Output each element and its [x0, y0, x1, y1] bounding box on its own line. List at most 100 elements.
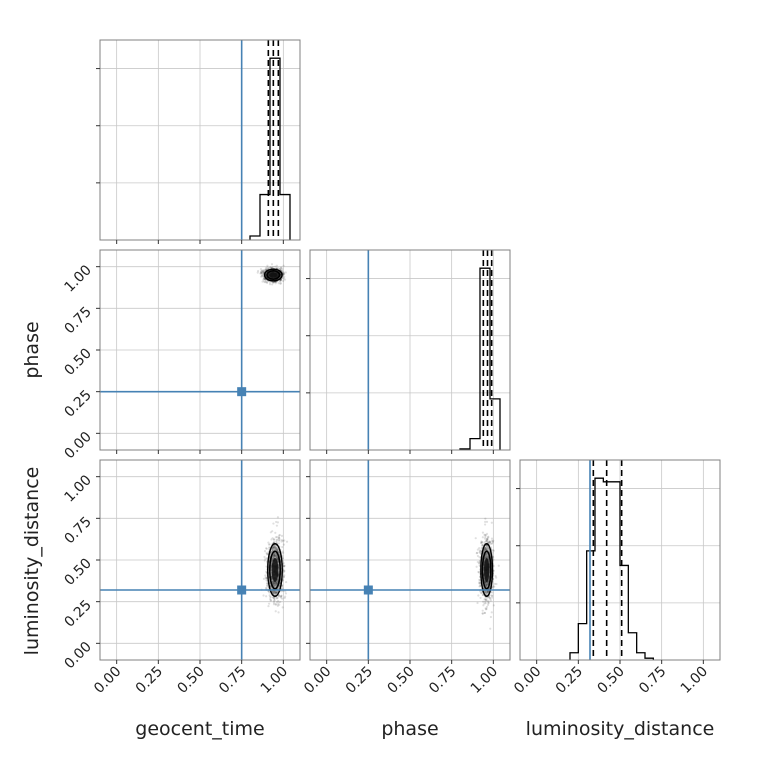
scatter-point	[284, 271, 287, 274]
scatter-point	[285, 580, 288, 584]
scatter-point	[480, 546, 483, 549]
scatter-layer	[256, 263, 500, 630]
scatter-point	[279, 600, 282, 604]
scatter-point	[278, 585, 281, 588]
scatter-point	[492, 539, 495, 542]
scatter-point	[280, 594, 283, 597]
scatter-point	[481, 612, 484, 615]
scatter-point	[283, 569, 286, 573]
scatter-point	[478, 549, 481, 552]
scatter-point	[485, 539, 489, 543]
scatter-point	[483, 546, 487, 549]
scatter-point	[476, 560, 479, 564]
scatter-point	[280, 269, 283, 272]
scatter-point	[261, 275, 265, 278]
scatter-point	[271, 582, 275, 585]
scatter-point	[486, 555, 489, 558]
scatter-point	[492, 556, 495, 559]
scatter-point	[272, 553, 275, 556]
scatter-point	[260, 271, 264, 274]
scatter-point	[272, 582, 276, 585]
scatter-point	[485, 583, 488, 586]
scatter-point	[267, 602, 271, 605]
scatter-point	[478, 551, 481, 554]
scatter-point	[273, 555, 276, 558]
scatter-point	[282, 271, 285, 274]
scatter-point	[274, 591, 277, 595]
scatter-point	[274, 546, 277, 550]
scatter-point	[274, 554, 277, 558]
scatter-point	[275, 582, 278, 585]
scatter-point	[273, 554, 276, 557]
scatter-point	[267, 273, 270, 277]
scatter-point	[272, 546, 275, 549]
scatter-point	[483, 598, 486, 601]
scatter-point	[271, 548, 274, 551]
scatter-point	[277, 536, 280, 539]
scatter-point	[274, 603, 277, 606]
scatter-point	[283, 564, 286, 567]
scatter-point	[280, 594, 283, 598]
scatter-point	[490, 611, 493, 614]
scatter-point	[271, 580, 275, 583]
scatter-point	[493, 582, 496, 586]
scatter-point	[276, 516, 280, 519]
scatter-point	[267, 273, 270, 277]
scatter-point	[276, 604, 279, 608]
scatter-point	[278, 603, 281, 606]
scatter-point	[259, 271, 262, 275]
scatter-point	[478, 581, 481, 584]
scatter-point	[276, 591, 279, 594]
scatter-point	[485, 544, 488, 547]
scatter-point	[484, 533, 487, 537]
scatter-point	[276, 590, 279, 593]
scatter-point	[481, 609, 484, 612]
scatter-point	[477, 594, 480, 597]
scatter-point	[491, 591, 494, 594]
scatter-point	[265, 595, 268, 598]
scatter-point	[484, 599, 488, 602]
scatter-point	[265, 577, 268, 580]
scatter-point	[269, 585, 273, 588]
scatter-point	[282, 565, 286, 568]
scatter-point	[279, 279, 282, 282]
scatter-point	[481, 543, 484, 547]
scatter-point	[266, 267, 269, 270]
scatter-point	[283, 539, 286, 542]
scatter-point	[264, 281, 267, 284]
scatter-point	[491, 540, 494, 543]
scatter-point	[271, 581, 275, 584]
scatter-point	[268, 543, 271, 546]
scatter-point	[485, 584, 488, 587]
scatter-point	[268, 281, 271, 284]
scatter-point	[479, 584, 482, 587]
scatter-point	[262, 594, 265, 597]
density-contour	[266, 270, 281, 280]
scatter-point	[484, 581, 487, 584]
scatter-point	[488, 541, 491, 544]
scatter-point	[277, 542, 281, 545]
scatter-point	[275, 548, 278, 551]
scatter-point	[270, 263, 274, 266]
scatter-point	[486, 591, 489, 594]
scatter-point	[283, 277, 286, 280]
scatter-point	[272, 555, 275, 558]
scatter-point	[269, 266, 273, 269]
scatter-point	[264, 267, 268, 270]
scatter-point	[266, 584, 269, 587]
scatter-point	[283, 275, 286, 278]
scatter-point	[256, 271, 259, 274]
scatter-point	[275, 582, 278, 585]
scatter-point	[492, 604, 495, 607]
scatter-point	[485, 538, 488, 541]
truth-marker	[363, 585, 373, 595]
scatter-point	[272, 582, 275, 585]
scatter-point	[492, 585, 495, 588]
scatter-point	[272, 596, 275, 599]
scatter-point	[486, 603, 490, 606]
scatter-point	[264, 278, 267, 281]
marginal-histogram	[459, 267, 501, 450]
scatter-point	[280, 540, 283, 543]
scatter-point	[263, 555, 266, 559]
scatter-point	[483, 540, 486, 544]
